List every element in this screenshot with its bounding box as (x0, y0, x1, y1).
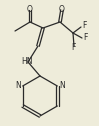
Text: F: F (71, 43, 75, 53)
Text: N: N (15, 82, 21, 90)
Text: O: O (27, 6, 33, 14)
Text: HN: HN (21, 57, 33, 67)
Text: F: F (83, 34, 87, 42)
Text: O: O (59, 6, 65, 14)
Text: F: F (82, 22, 86, 30)
Text: N: N (59, 82, 65, 90)
